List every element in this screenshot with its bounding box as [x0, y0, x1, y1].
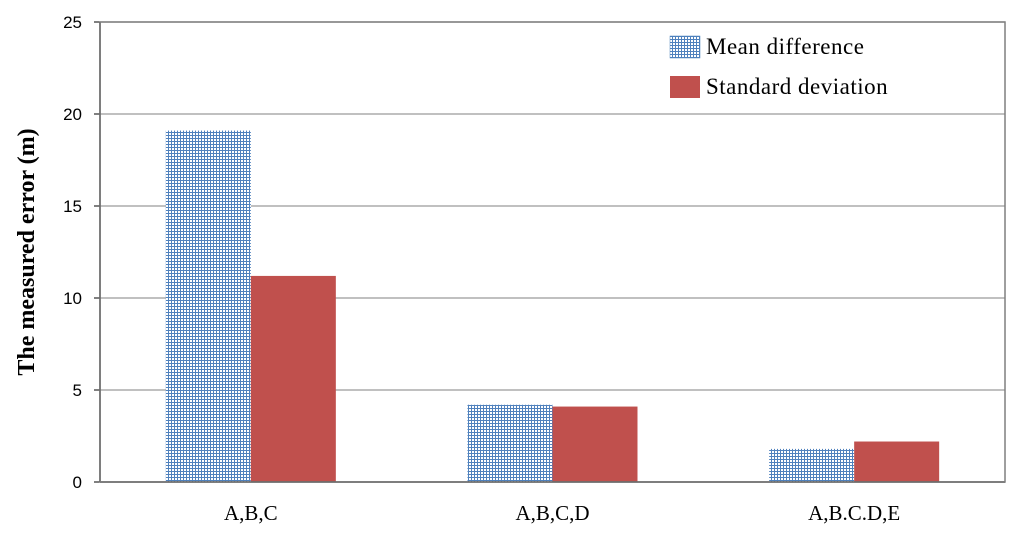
- legend: Mean difference Standard deviation: [669, 34, 888, 99]
- y-axis-label: The measured error (m): [14, 128, 40, 375]
- x-axis-labels: A,B,C A,B,C,D A,B.C.D,E: [224, 501, 900, 525]
- x-tick-label: A,B.C.D,E: [808, 501, 900, 525]
- bar-standard-deviation: [854, 441, 940, 482]
- y-tick-label: 20: [63, 105, 82, 124]
- x-tick-label: A,B,C: [224, 501, 278, 525]
- bar-mean-difference: [769, 448, 855, 482]
- y-tick-label: 5: [73, 381, 82, 400]
- bar-mean-difference: [467, 404, 553, 482]
- legend-label: Standard deviation: [706, 74, 888, 99]
- y-tick-label: 10: [63, 289, 82, 308]
- y-tick-label: 0: [73, 473, 82, 492]
- bar-mean-difference: [165, 130, 251, 482]
- y-tick-label: 25: [63, 13, 82, 32]
- legend-label: Mean difference: [706, 34, 864, 59]
- x-tick-label: A,B,C,D: [515, 501, 589, 525]
- bars: [165, 130, 940, 482]
- legend-swatch: [670, 76, 700, 98]
- bar-standard-deviation: [250, 275, 336, 482]
- legend-swatch: [669, 35, 701, 59]
- y-tick-label: 15: [63, 197, 82, 216]
- bar-standard-deviation: [552, 406, 638, 482]
- y-axis-ticks: 0 5 10 15 20 25: [63, 13, 100, 492]
- plot-border: [99, 21, 1006, 483]
